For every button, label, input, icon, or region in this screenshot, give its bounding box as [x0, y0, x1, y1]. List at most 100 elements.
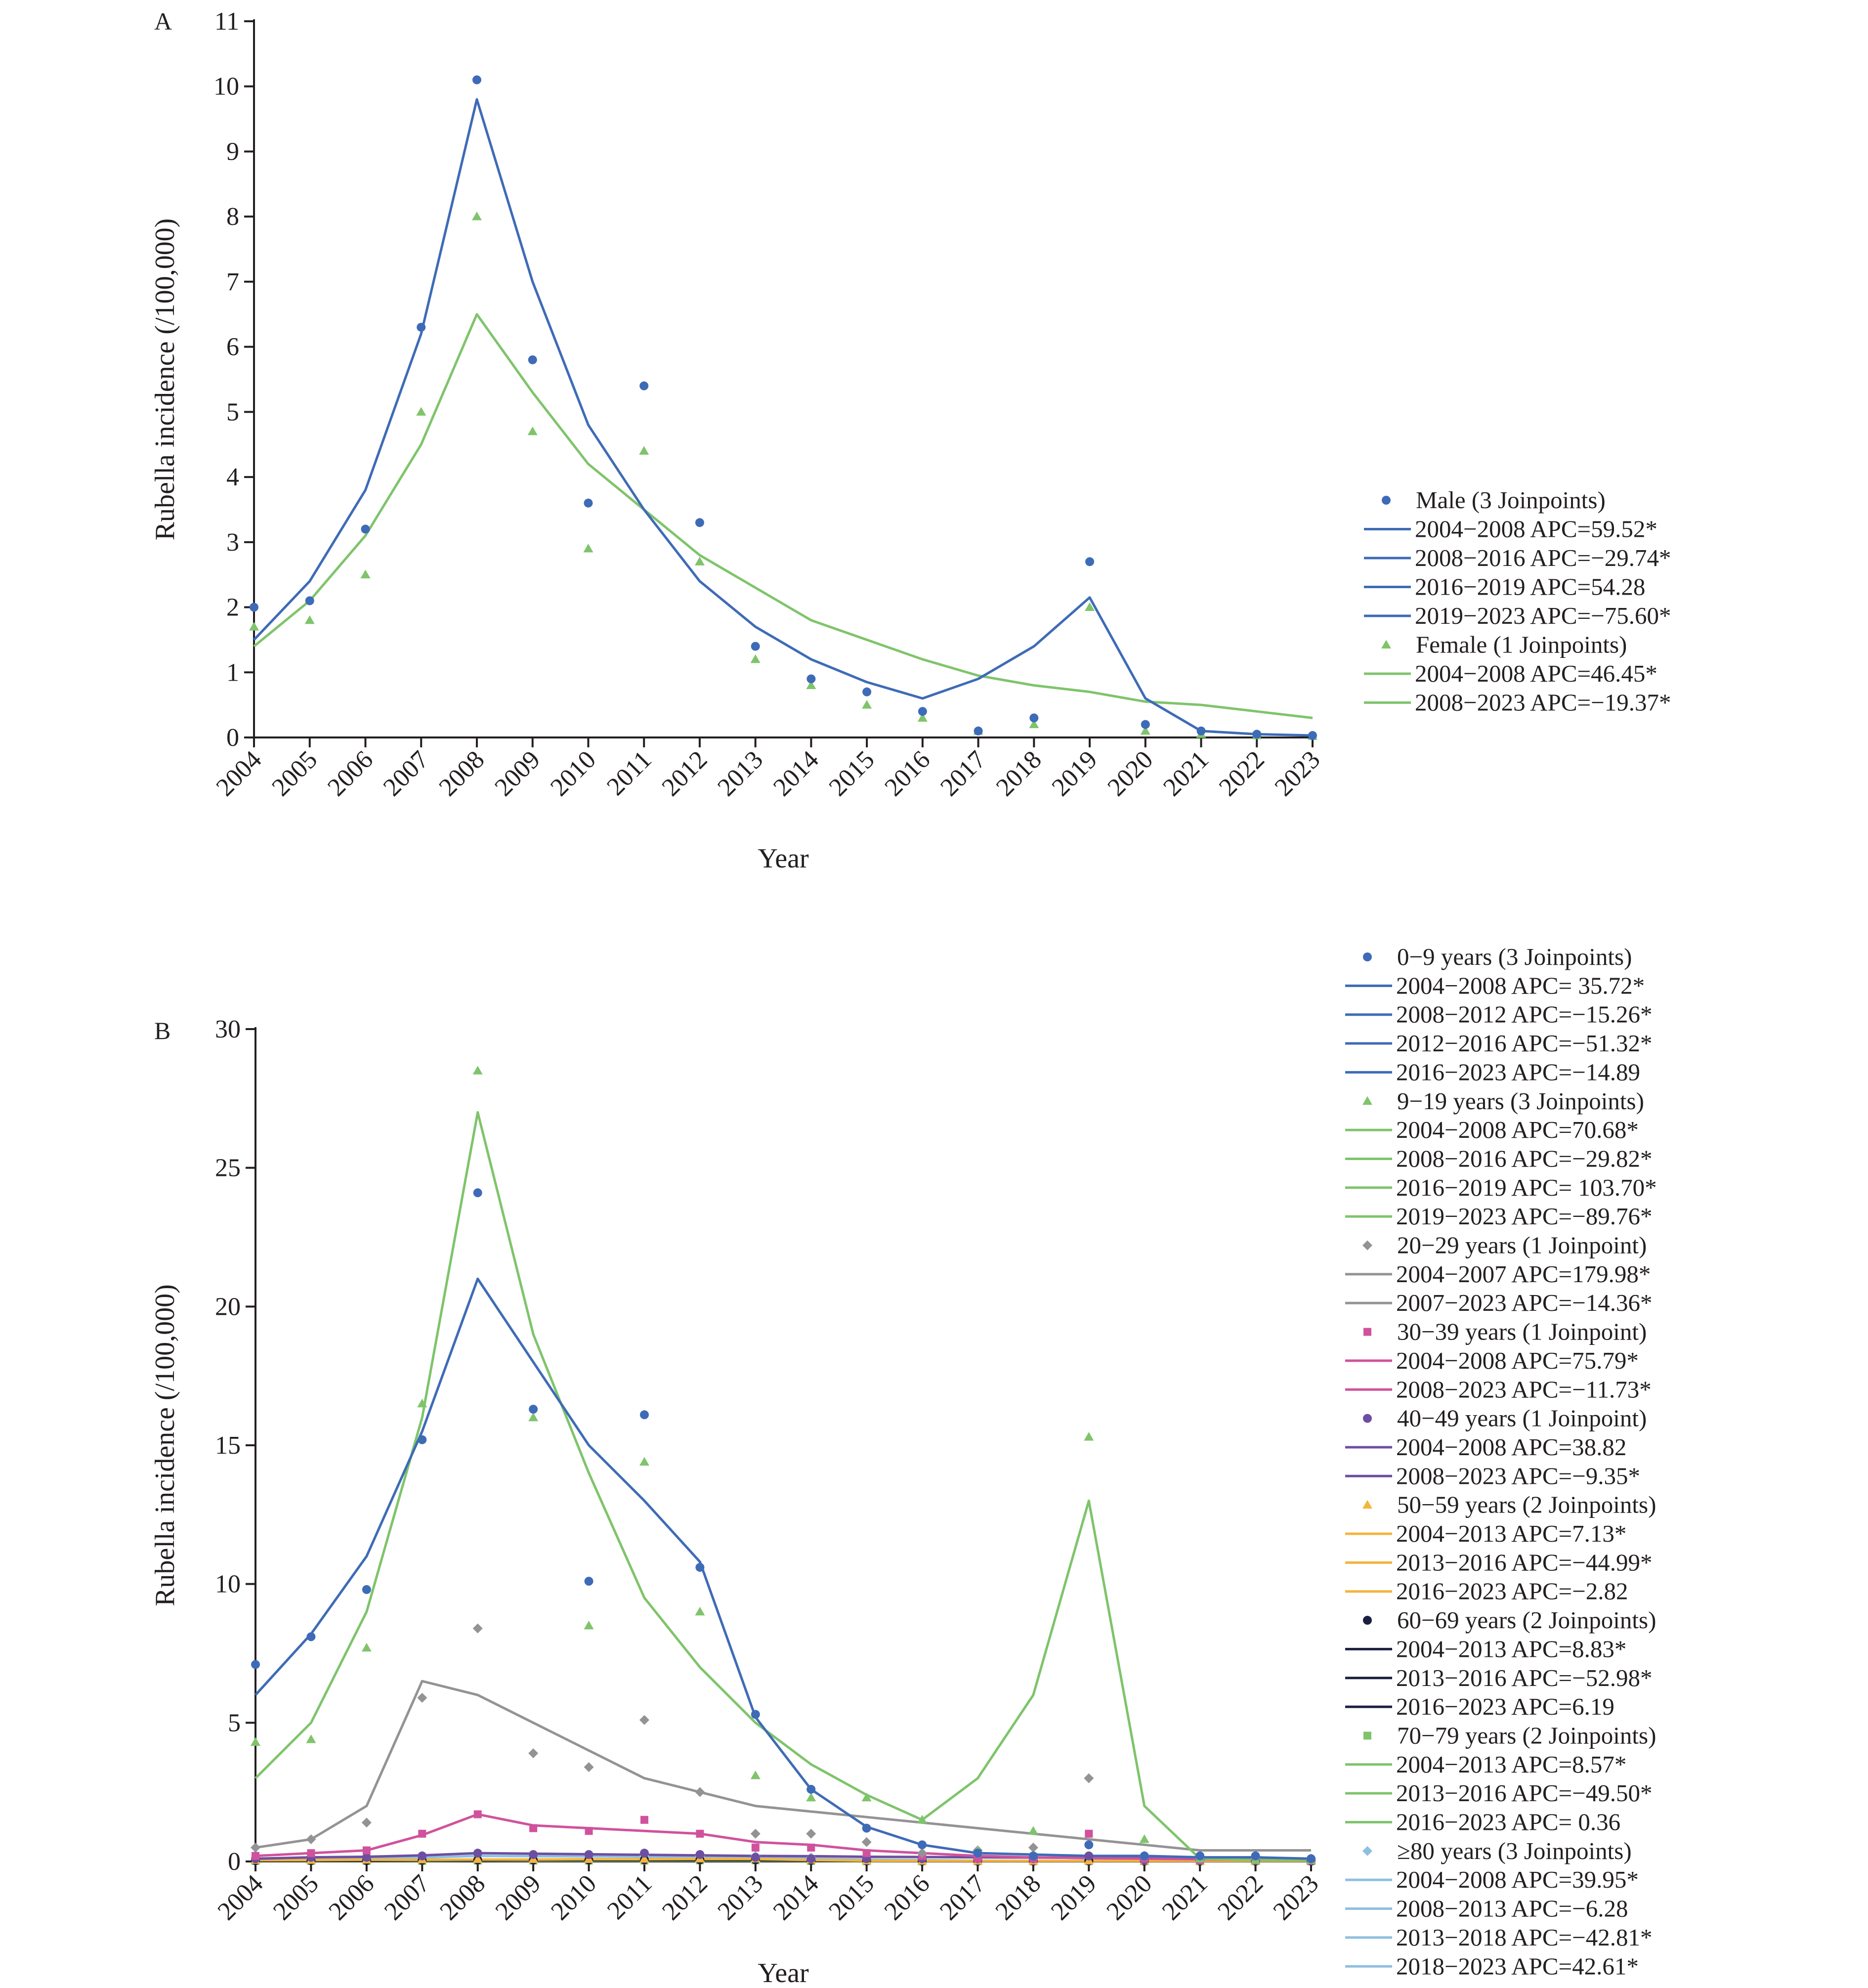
x-tick-label: 2021	[1158, 745, 1214, 802]
legend-entry: 50−59 years (2 Joinpoints)	[1397, 1491, 1656, 1518]
data-point	[251, 1842, 260, 1853]
data-point	[251, 1660, 260, 1669]
data-point	[471, 212, 482, 220]
data-point	[362, 1853, 371, 1862]
data-point	[527, 426, 538, 435]
data-point	[750, 1828, 761, 1839]
legend-entry: 2013−2016 APC=−44.99*	[1396, 1549, 1653, 1576]
data-point	[362, 1585, 371, 1594]
legend-entry: 2004−2013 APC=7.13*	[1396, 1520, 1626, 1547]
legend-entry: 20−29 years (1 Joinpoint)	[1397, 1232, 1647, 1259]
legend-entry: 2004−2008 APC=39.95*	[1396, 1866, 1639, 1893]
y-tick-label: 1	[226, 658, 239, 687]
legend-marker	[1363, 1731, 1371, 1740]
x-tick-label: 2014	[768, 1869, 824, 1926]
legend-entry: 2016−2023 APC=−14.89	[1396, 1058, 1640, 1085]
data-point	[1084, 1773, 1094, 1783]
fit-line	[255, 1111, 1311, 1861]
y-tick-label: 20	[215, 1293, 241, 1321]
data-point	[472, 1854, 483, 1863]
y-axis-title: Rubella incidence (/100,000)	[150, 218, 180, 541]
x-tick-label: 2023	[1268, 1869, 1324, 1926]
data-point	[918, 1840, 927, 1850]
legend-entry: 2008−2012 APC=−15.26*	[1396, 1001, 1653, 1028]
data-point	[1028, 1851, 1038, 1860]
data-point	[1140, 1851, 1149, 1860]
data-point	[1085, 602, 1095, 611]
legend-marker	[1363, 952, 1372, 961]
data-point	[1252, 730, 1262, 739]
fit-line	[255, 1858, 1311, 1862]
data-point	[1195, 1851, 1205, 1860]
panel-letter: B	[154, 1017, 170, 1044]
legend-entry: 2004−2008 APC=46.45*	[1415, 660, 1657, 687]
data-point	[472, 75, 481, 85]
y-tick-label: 7	[226, 268, 239, 296]
x-tick-label: 2007	[378, 745, 434, 802]
x-tick-label: 2018	[991, 745, 1047, 802]
legend-entry: 2016−2019 APC=54.28	[1415, 573, 1645, 601]
legend-entry: 0−9 years (3 Joinpoints)	[1397, 943, 1632, 970]
data-point	[473, 1188, 482, 1198]
legend-marker	[1362, 1096, 1372, 1105]
y-tick-label: 10	[215, 1570, 241, 1599]
data-point	[974, 726, 983, 735]
data-point	[806, 1792, 816, 1802]
legend-entry: 2004−2008 APC= 35.72*	[1396, 972, 1645, 999]
x-tick-label: 2005	[268, 1869, 324, 1926]
x-tick-label: 2011	[601, 745, 657, 801]
x-tick-label: 2017	[935, 745, 991, 802]
data-point	[862, 687, 872, 696]
data-point	[751, 1853, 760, 1862]
data-point	[1085, 557, 1095, 566]
data-point	[751, 1710, 760, 1719]
y-tick-label: 2	[226, 594, 239, 622]
y-tick-label: 8	[226, 203, 239, 231]
data-point	[306, 1834, 316, 1845]
legend-entry: 70−79 years (2 Joinpoints)	[1397, 1722, 1656, 1749]
legend-entry: 2013−2018 APC=−42.81*	[1396, 1924, 1653, 1951]
data-point	[584, 498, 593, 508]
data-point	[529, 1824, 538, 1832]
data-point	[695, 1850, 705, 1859]
legend-entry: 2004−2008 APC=59.52*	[1415, 516, 1657, 543]
legend-entry: 2004−2013 APC=8.83*	[1396, 1635, 1626, 1662]
data-point	[861, 1792, 872, 1802]
x-tick-label: 2018	[990, 1869, 1047, 1926]
data-point	[862, 1849, 871, 1858]
legend-entry: 2018−2023 APC=42.61*	[1396, 1952, 1639, 1980]
y-tick-label: 6	[226, 333, 239, 361]
x-axis-title: Year	[758, 843, 809, 874]
legend-entry: 2008−2016 APC=−29.74*	[1415, 544, 1671, 571]
legend-entry: 2008−2023 APC=−9.35*	[1396, 1462, 1640, 1489]
x-tick-label: 2022	[1214, 745, 1270, 802]
y-tick-label: 25	[215, 1154, 241, 1182]
data-point	[585, 1827, 593, 1835]
data-point	[418, 1435, 427, 1444]
data-point	[584, 1762, 594, 1772]
x-tick-label: 2006	[322, 745, 379, 802]
legend-marker	[1363, 1616, 1372, 1625]
legend-entry: 2004−2008 APC=75.79*	[1396, 1347, 1639, 1374]
y-tick-label: 5	[228, 1709, 241, 1737]
y-tick-label: 9	[226, 137, 239, 166]
legend-marker	[1363, 1328, 1371, 1336]
legend-entry: 2019−2023 APC=−89.76*	[1396, 1203, 1653, 1230]
data-point	[304, 615, 315, 624]
data-point	[361, 1817, 372, 1828]
legend-entry: 2016−2019 APC= 103.70*	[1396, 1174, 1657, 1201]
panel-a: A012345678910112004200520062007200820092…	[150, 7, 1671, 874]
data-point	[360, 569, 371, 579]
data-point	[250, 603, 258, 612]
data-point	[472, 1066, 483, 1075]
data-point	[528, 1748, 539, 1759]
fit-line	[255, 1680, 1311, 1852]
legend-entry: 2019−2023 APC=−75.60*	[1415, 602, 1671, 629]
legend-entry: 2004−2008 APC=70.68*	[1396, 1116, 1639, 1143]
data-point	[694, 557, 705, 565]
x-tick-label: 2014	[768, 745, 824, 802]
data-point	[639, 1715, 649, 1725]
y-tick-label: 3	[226, 528, 239, 557]
data-point	[807, 1854, 816, 1863]
data-point	[1028, 1826, 1038, 1835]
